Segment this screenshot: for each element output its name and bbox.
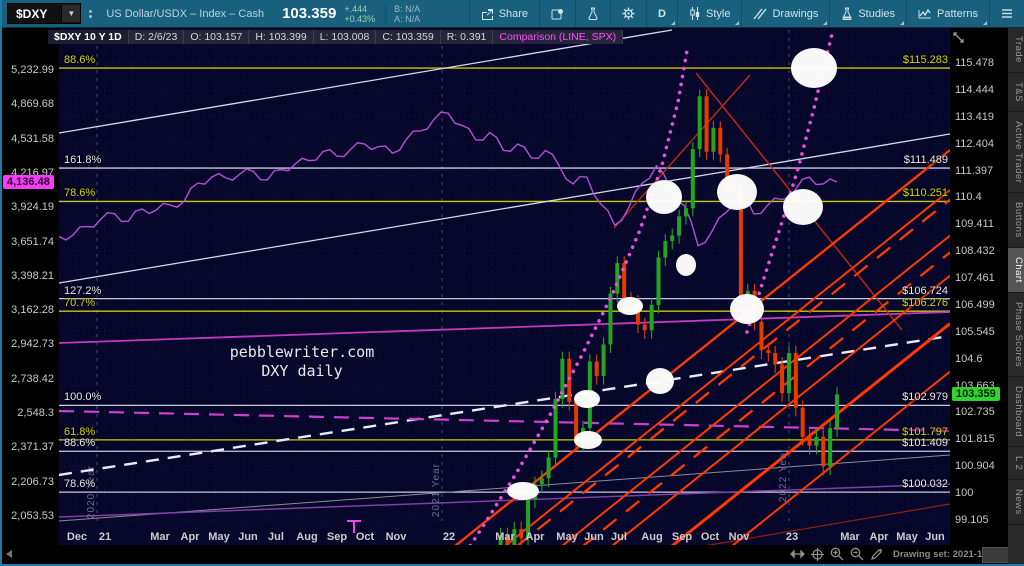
bid-ask: B: N/A A: N/A bbox=[385, 3, 421, 24]
top-toolbar: $DXY ▼ US Dollar/USDX – Index – Cash 103… bbox=[2, 0, 1024, 28]
tab-l-2[interactable]: L 2 bbox=[1008, 447, 1024, 481]
ask-value: A: N/A bbox=[394, 13, 421, 24]
ohlc-range: R: 0.391 bbox=[440, 30, 494, 44]
ohlc-date: D: 2/6/23 bbox=[128, 30, 185, 44]
watermark: pebblewriter.com DXY daily bbox=[187, 343, 417, 381]
orange-channel bbox=[454, 149, 950, 545]
spx-line bbox=[59, 111, 838, 247]
drawings-button[interactable]: Drawings bbox=[741, 0, 829, 27]
comparison-label[interactable]: Comparison (LINE, SPX) bbox=[493, 30, 624, 44]
bid-value: B: N/A bbox=[394, 3, 421, 14]
pan-icon[interactable] bbox=[790, 548, 805, 560]
style-button[interactable]: Style bbox=[677, 0, 741, 27]
change-percent: +0.43% bbox=[344, 13, 376, 24]
tab-trade[interactable]: Trade bbox=[1008, 27, 1024, 73]
flask-icon bbox=[588, 7, 598, 20]
ohlc-open: O: 103.157 bbox=[184, 30, 250, 44]
drawing-set-label[interactable]: Drawing set: 2021-1149 bbox=[893, 548, 998, 560]
tab-phase-scores[interactable]: Phase Scores bbox=[1008, 293, 1024, 378]
tab-dashboard[interactable]: Dashboard bbox=[1008, 377, 1024, 448]
expand-icon[interactable] bbox=[953, 30, 964, 48]
bottom-bar: Drawing set: 2021-1149 bbox=[2, 545, 1024, 564]
chart-menu-button[interactable] bbox=[989, 0, 1024, 27]
trend-lines bbox=[59, 29, 950, 545]
watermark-chart: DXY daily bbox=[261, 362, 343, 380]
last-price: 103.359 bbox=[282, 5, 337, 22]
patterns-icon bbox=[918, 8, 932, 18]
dropdown-corner-icon bbox=[735, 21, 740, 25]
zoom-out-icon[interactable] bbox=[850, 547, 864, 561]
t-marker bbox=[347, 520, 361, 533]
gear-icon bbox=[622, 7, 635, 20]
dropdown-corner-icon bbox=[671, 21, 675, 25]
price-change: +.444 +0.43% bbox=[344, 4, 375, 24]
collapse-left-icon[interactable] bbox=[6, 550, 12, 558]
ellipse-annotations bbox=[507, 48, 837, 500]
dropdown-corner-icon bbox=[823, 21, 828, 25]
zoom-in-icon[interactable] bbox=[830, 547, 844, 561]
drawings-icon bbox=[753, 8, 768, 19]
timeframe-button[interactable]: D bbox=[646, 0, 677, 27]
symbol-value: $DXY bbox=[16, 6, 48, 21]
tab-active-trader[interactable]: Active Trader bbox=[1008, 112, 1024, 194]
tests-button[interactable] bbox=[575, 0, 610, 27]
economic-data-button[interactable] bbox=[539, 0, 575, 27]
tab-buttons[interactable]: Buttons bbox=[1008, 193, 1024, 249]
change-value: +.444 bbox=[344, 3, 368, 14]
crosshair-icon[interactable] bbox=[811, 547, 824, 561]
chart-title: $DXY 10 Y 1D bbox=[48, 30, 129, 44]
chart-background bbox=[59, 28, 950, 545]
plot-layers bbox=[59, 28, 950, 545]
news-icon bbox=[551, 8, 564, 19]
settings-button[interactable] bbox=[610, 0, 646, 27]
studies-button[interactable]: Studies bbox=[829, 0, 906, 27]
symbol-dropdown-arrow-icon[interactable]: ▼ bbox=[61, 5, 81, 22]
dropdown-corner-icon bbox=[900, 21, 905, 25]
symbol-link-icon[interactable] bbox=[89, 9, 93, 18]
dropdown-corner-icon bbox=[983, 21, 987, 25]
spx-last-badge: 4,136.48 bbox=[3, 175, 54, 189]
right-tab-strip: Trade T&S Active Trader Buttons Chart Phase S… bbox=[1008, 27, 1024, 564]
menu-icon bbox=[1002, 9, 1012, 18]
watermark-site: pebblewriter.com bbox=[229, 343, 375, 361]
tab-chart[interactable]: Chart bbox=[1008, 248, 1024, 293]
patterns-button[interactable]: Patterns bbox=[906, 0, 989, 27]
ohlc-low: L: 103.008 bbox=[313, 30, 377, 44]
dxy-last-badge: 103.359 bbox=[952, 387, 1000, 401]
candle-style-icon bbox=[690, 7, 700, 20]
ohlc-high: H: 103.399 bbox=[249, 30, 314, 44]
tab-news[interactable]: News bbox=[1008, 480, 1024, 526]
studies-icon bbox=[842, 7, 852, 20]
chart-header: $DXY 10 Y 1D D: 2/6/23 O: 103.157 H: 103… bbox=[48, 30, 624, 44]
draw-icon[interactable] bbox=[870, 548, 883, 561]
tab-t-s[interactable]: T&S bbox=[1008, 73, 1024, 112]
share-button[interactable]: Share bbox=[468, 0, 539, 27]
symbol-input[interactable]: $DXY ▼ bbox=[7, 3, 82, 24]
symbol-description: US Dollar/USDX – Index – Cash bbox=[106, 7, 265, 20]
share-icon bbox=[481, 8, 493, 20]
ohlc-close: C: 103.359 bbox=[376, 30, 441, 44]
